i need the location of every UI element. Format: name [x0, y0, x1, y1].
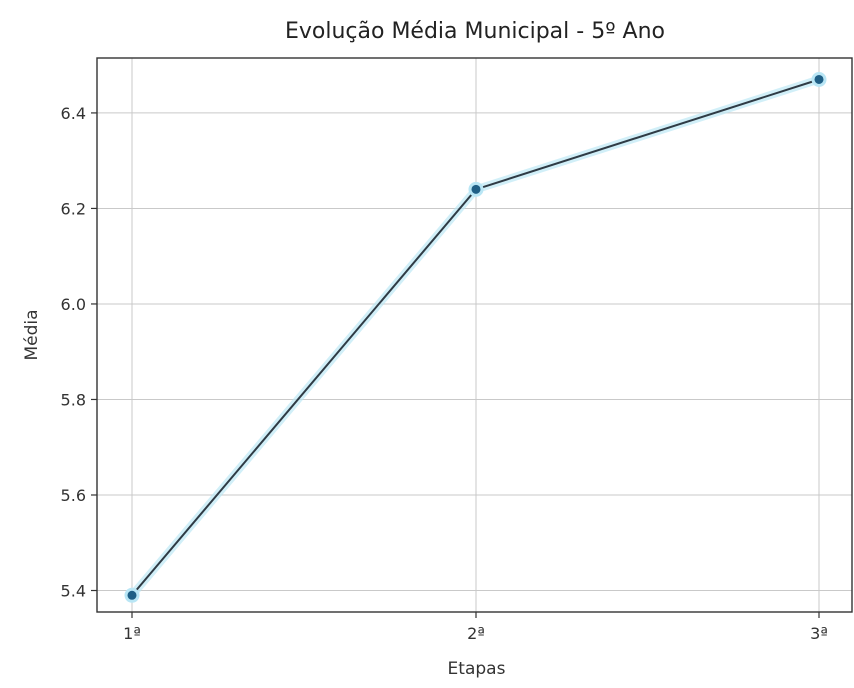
x-tick-label: 1ª: [123, 624, 141, 643]
data-point: [468, 181, 484, 197]
x-axis-label: Etapas: [448, 659, 506, 679]
data-point: [811, 71, 827, 87]
grid: [97, 58, 852, 612]
x-tick-label: 3ª: [810, 624, 828, 643]
chart-title: Evolução Média Municipal - 5º Ano: [285, 19, 665, 44]
data-point: [124, 587, 140, 603]
y-tick-label: 6.4: [61, 104, 86, 123]
series-layer: [124, 71, 827, 603]
y-axis-label: Média: [22, 309, 42, 360]
y-tick-label: 6.0: [61, 295, 86, 314]
x-tick-label: 2ª: [467, 624, 485, 643]
ticks: 1ª 2ª 3ª 5.4 5.6 5.8 6.0 6.2 6.4: [61, 104, 828, 643]
plot-frame: [96, 57, 853, 613]
y-tick-label: 5.8: [61, 390, 86, 409]
y-tick-label: 5.6: [61, 486, 86, 505]
y-tick-label: 6.2: [61, 199, 86, 218]
y-tick-label: 5.4: [61, 582, 86, 601]
